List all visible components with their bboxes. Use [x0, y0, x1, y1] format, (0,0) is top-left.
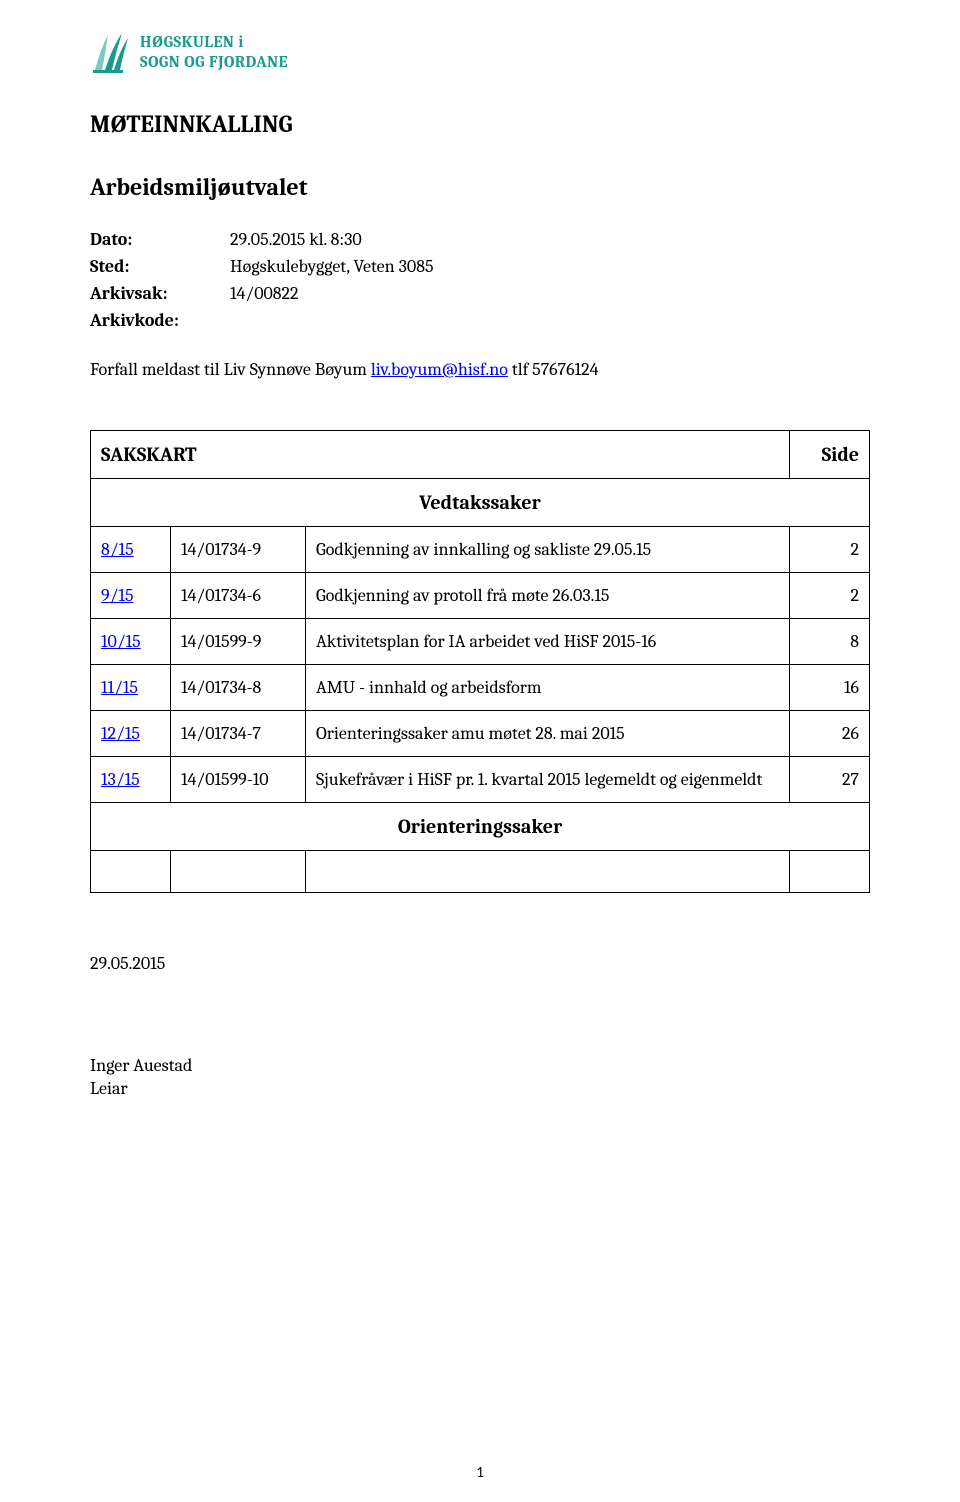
meta-label-sted: Sted: [90, 253, 230, 280]
row-id-link[interactable]: 8/15 [91, 527, 171, 573]
row-ref: 14/01734-6 [171, 573, 306, 619]
row-page: 16 [790, 665, 870, 711]
row-ref: 14/01734-8 [171, 665, 306, 711]
meta-table: Dato: 29.05.2015 kl. 8:30 Sted: Høgskule… [90, 226, 870, 334]
table-row: 12/15 14/01734-7 Orienteringssaker amu m… [91, 711, 870, 757]
logo-mark-icon [90, 30, 130, 75]
notice: Forfall meldast til Liv Synnøve Bøyum li… [90, 359, 870, 380]
meta-value-sted: Høgskulebygget, Veten 3085 [230, 253, 434, 280]
row-ref: 14/01734-7 [171, 711, 306, 757]
empty-cell [306, 851, 790, 893]
meta-row-dato: Dato: 29.05.2015 kl. 8:30 [90, 226, 870, 253]
row-desc: Godkjenning av innkalling og sakliste 29… [306, 527, 790, 573]
empty-cell [91, 851, 171, 893]
signature-block: Inger Auestad Leiar [90, 1054, 870, 1101]
table-row: 9/15 14/01734-6 Godkjenning av protoll f… [91, 573, 870, 619]
table-row: 13/15 14/01599-10 Sjukefråvær i HiSF pr.… [91, 757, 870, 803]
empty-cell [790, 851, 870, 893]
row-page: 8 [790, 619, 870, 665]
logo-text-line2: SOGN OG FJORDANE [140, 53, 288, 72]
row-id-link[interactable]: 13/15 [91, 757, 171, 803]
page-number: 1 [476, 1464, 484, 1482]
meta-label-dato: Dato: [90, 226, 230, 253]
row-page: 2 [790, 527, 870, 573]
notice-email-link[interactable]: liv.boyum@hisf.no [371, 359, 508, 380]
logo-text: HØGSKULEN i SOGN OG FJORDANE [140, 33, 288, 71]
row-page: 2 [790, 573, 870, 619]
date-bottom: 29.05.2015 [90, 953, 870, 974]
table-row: 8/15 14/01734-9 Godkjenning av innkallin… [91, 527, 870, 573]
section-header-orienteringssaker: Orienteringssaker [91, 803, 870, 851]
row-id-link[interactable]: 10/15 [91, 619, 171, 665]
meta-value-arkivsak: 14/00822 [230, 280, 299, 307]
table-header-right: Side [790, 431, 870, 479]
row-id-link[interactable]: 9/15 [91, 573, 171, 619]
row-desc: Aktivitetsplan for IA arbeidet ved HiSF … [306, 619, 790, 665]
row-ref: 14/01734-9 [171, 527, 306, 573]
doc-title: MØTEINNKALLING [90, 110, 870, 138]
row-ref: 14/01599-10 [171, 757, 306, 803]
section-header-vedtakssaker: Vedtakssaker [91, 479, 870, 527]
subtitle: Arbeidsmiljøutvalet [90, 173, 870, 201]
row-desc: Godkjenning av protoll frå møte 26.03.15 [306, 573, 790, 619]
row-ref: 14/01599-9 [171, 619, 306, 665]
table-header-row: SAKSKART Side [91, 431, 870, 479]
empty-cell [171, 851, 306, 893]
logo-text-line1: HØGSKULEN i [140, 33, 288, 52]
meta-label-arkivsak: Arkivsak: [90, 280, 230, 307]
row-desc: Orienteringssaker amu møtet 28. mai 2015 [306, 711, 790, 757]
signature-role: Leiar [90, 1077, 870, 1100]
meta-row-arkivkode: Arkivkode: [90, 307, 870, 334]
row-page: 27 [790, 757, 870, 803]
signature-name: Inger Auestad [90, 1054, 870, 1077]
table-row: 11/15 14/01734-8 AMU - innhald og arbeid… [91, 665, 870, 711]
meta-row-arkivsak: Arkivsak: 14/00822 [90, 280, 870, 307]
row-id-link[interactable]: 11/15 [91, 665, 171, 711]
row-desc: AMU - innhald og arbeidsform [306, 665, 790, 711]
meta-value-dato: 29.05.2015 kl. 8:30 [230, 226, 362, 253]
empty-row [91, 851, 870, 893]
row-page: 26 [790, 711, 870, 757]
sakskart-table: SAKSKART Side Vedtakssaker 8/15 14/01734… [90, 430, 870, 893]
logo: HØGSKULEN i SOGN OG FJORDANE [90, 30, 870, 75]
notice-suffix: tlf 57676124 [508, 359, 599, 380]
notice-prefix: Forfall meldast til Liv Synnøve Bøyum [90, 359, 371, 380]
section-orienteringssaker-label: Orienteringssaker [91, 803, 870, 851]
table-row: 10/15 14/01599-9 Aktivitetsplan for IA a… [91, 619, 870, 665]
row-id-link[interactable]: 12/15 [91, 711, 171, 757]
section-vedtakssaker-label: Vedtakssaker [91, 479, 870, 527]
meta-row-sted: Sted: Høgskulebygget, Veten 3085 [90, 253, 870, 280]
table-header-left: SAKSKART [91, 431, 790, 479]
meta-label-arkivkode: Arkivkode: [90, 307, 230, 334]
row-desc: Sjukefråvær i HiSF pr. 1. kvartal 2015 l… [306, 757, 790, 803]
